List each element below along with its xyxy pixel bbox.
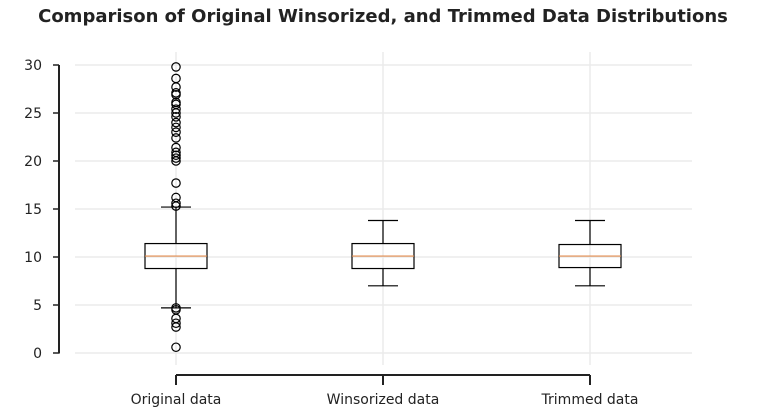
x-tick-label: Original data xyxy=(131,392,222,408)
grid-layer xyxy=(75,52,692,365)
outlier-point xyxy=(171,147,181,158)
y-tick-label: 0 xyxy=(33,346,42,362)
y-tick-label: 20 xyxy=(24,154,42,170)
outlier-point xyxy=(171,122,181,133)
box-group xyxy=(144,62,208,353)
outlier-point xyxy=(171,142,181,153)
outlier-point xyxy=(171,112,181,122)
outlier-point xyxy=(171,62,181,72)
outlier-point xyxy=(171,117,181,128)
boxes-layer xyxy=(144,62,622,353)
y-tick-label: 10 xyxy=(24,250,42,266)
outlier-point xyxy=(171,127,181,137)
outlier-point xyxy=(171,97,181,108)
outlier-point xyxy=(171,303,181,313)
outlier-point xyxy=(171,198,181,209)
outlier-point xyxy=(171,153,181,163)
chart-title: Comparison of Original Winsorized, and T… xyxy=(38,6,728,27)
box-group xyxy=(558,219,622,287)
outlier-point xyxy=(171,342,181,353)
y-tick-label: 15 xyxy=(24,202,42,218)
outlier-point xyxy=(171,104,181,114)
axes-layer: 0 5 10 15 20 25 30 Original data Winsorized data… xyxy=(24,58,638,408)
y-tick-label: 25 xyxy=(24,106,42,122)
x-tick-label: Winsorized data xyxy=(327,392,440,408)
outlier-point xyxy=(171,88,181,98)
x-tick-label: Trimmed data xyxy=(541,392,639,408)
outlier-point xyxy=(171,178,181,188)
outlier-point xyxy=(171,192,181,203)
y-tick-label: 30 xyxy=(24,58,42,74)
outlier-point xyxy=(171,318,181,329)
y-tick-label: 5 xyxy=(33,298,42,314)
outlier-point xyxy=(171,150,181,161)
box-group xyxy=(351,219,415,287)
outlier-point xyxy=(171,73,181,84)
outlier-point xyxy=(171,133,181,143)
